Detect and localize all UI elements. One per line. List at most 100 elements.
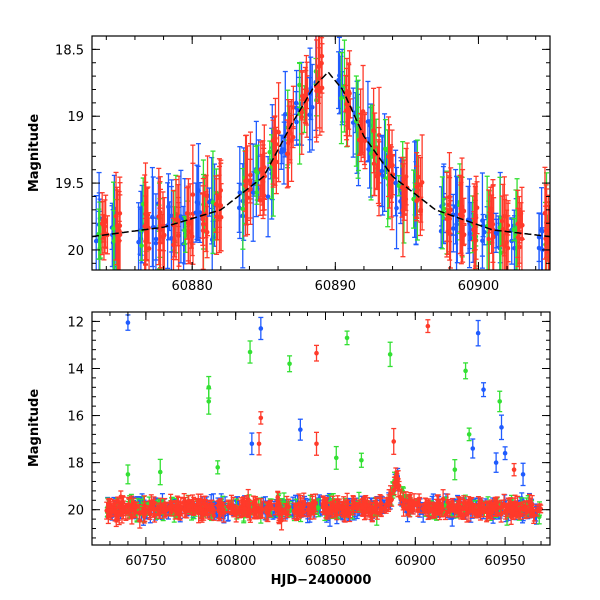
top-blue-point [153, 236, 159, 242]
bottom-green-point [316, 505, 321, 511]
top-green-point [383, 146, 388, 152]
top-red-point [461, 232, 467, 237]
top-red-point [486, 236, 492, 242]
top-blue-point [307, 112, 312, 118]
top-blue-point [394, 205, 399, 211]
top-blue-point [380, 173, 385, 179]
top-red-point [401, 187, 406, 193]
top-y-tick-label: 19 [67, 110, 84, 125]
top-red-point [519, 236, 525, 242]
bottom-red-point [147, 507, 153, 512]
top-red-point [502, 214, 507, 219]
top-blue-point [236, 205, 242, 211]
top-y-tick-label: 19.5 [55, 177, 84, 192]
top-red-point [171, 242, 176, 248]
top-blue-point [193, 210, 199, 215]
top-blue-point [451, 226, 456, 231]
top-red-point [156, 214, 162, 219]
top-red-point [461, 208, 467, 214]
top-red-point [144, 222, 150, 227]
top-red-point [545, 239, 550, 244]
top-red-point [314, 88, 319, 94]
top-red-point [491, 234, 496, 240]
top-y-axis-label: Magnitude [27, 114, 42, 193]
top-red-point [419, 180, 425, 185]
bottom-red-point [129, 515, 135, 520]
bottom-red-point [423, 501, 428, 507]
top-blue-point [138, 236, 144, 242]
top-red-point [418, 207, 424, 213]
top-red-point [100, 218, 106, 223]
top-blue-point [150, 214, 155, 220]
top-blue-point [278, 149, 284, 155]
top-red-point [376, 169, 381, 174]
top-data-points [92, 36, 550, 270]
top-red-point [471, 227, 476, 232]
top-blue-point [294, 119, 299, 125]
top-red-point [317, 64, 322, 69]
top-red-point [458, 206, 464, 211]
top-red-point [184, 211, 190, 216]
top-red-point [474, 205, 480, 211]
top-red-point [515, 235, 521, 240]
top-green-point [111, 226, 116, 231]
top-red-point [145, 212, 151, 218]
top-panel-zoomed-light-curve: 60880 60890 60900 18.5 19 19.5 20 Magnitude [27, 35, 551, 294]
top-green-point [139, 243, 144, 248]
top-red-point [203, 193, 209, 198]
top-axes-ticks: 60880 60890 60900 18.5 19 19.5 20 [55, 35, 550, 294]
top-red-point [161, 235, 166, 240]
top-blue-point [197, 210, 203, 215]
top-blue-point [166, 204, 171, 210]
top-red-point [444, 216, 450, 222]
bottom-red-point [508, 514, 514, 520]
bottom-data-points [104, 314, 544, 531]
top-red-point [117, 211, 123, 216]
top-blue-point [539, 227, 544, 233]
top-red-point [214, 214, 219, 219]
top-red-point [276, 129, 281, 135]
top-red-point [347, 91, 352, 96]
bottom-red-point [284, 503, 290, 508]
top-blue-point [454, 222, 459, 227]
top-green-point [339, 95, 344, 101]
top-red-point [146, 246, 152, 251]
top-red-point [270, 161, 276, 167]
top-x-tick-label: 60880 [172, 279, 213, 294]
top-red-point [374, 173, 379, 179]
top-red-point [389, 177, 395, 183]
top-red-point [218, 188, 224, 193]
top-red-point [304, 87, 309, 93]
top-red-point [445, 229, 451, 234]
top-red-point [319, 53, 325, 59]
top-red-point [187, 229, 193, 234]
top-y-tick-label: 20 [67, 244, 84, 259]
top-y-tick-label: 18.5 [55, 43, 84, 58]
bottom-red-point [211, 513, 216, 518]
top-blue-point [178, 214, 184, 219]
top-x-tick-label: 60890 [315, 279, 356, 294]
top-red-point [299, 93, 305, 99]
top-blue-point [93, 238, 99, 244]
top-red-point [189, 234, 195, 239]
top-red-point [414, 189, 420, 194]
top-green-point [368, 151, 374, 156]
top-red-point [343, 108, 349, 113]
top-blue-point [136, 239, 141, 245]
top-red-point [488, 206, 494, 211]
top-red-point [287, 130, 293, 136]
top-green-point [182, 228, 187, 233]
top-green-point [253, 168, 259, 174]
top-blue-point [353, 110, 358, 115]
top-green-point [254, 190, 260, 195]
top-plot-frame [91, 35, 551, 271]
top-blue-point [336, 77, 341, 83]
top-x-tick-label: 60900 [458, 279, 499, 294]
bottom-red-point [420, 506, 426, 511]
bottom-red-point [168, 499, 173, 505]
top-red-point [499, 218, 505, 224]
top-red-point [200, 216, 206, 222]
top-red-point [358, 119, 363, 124]
